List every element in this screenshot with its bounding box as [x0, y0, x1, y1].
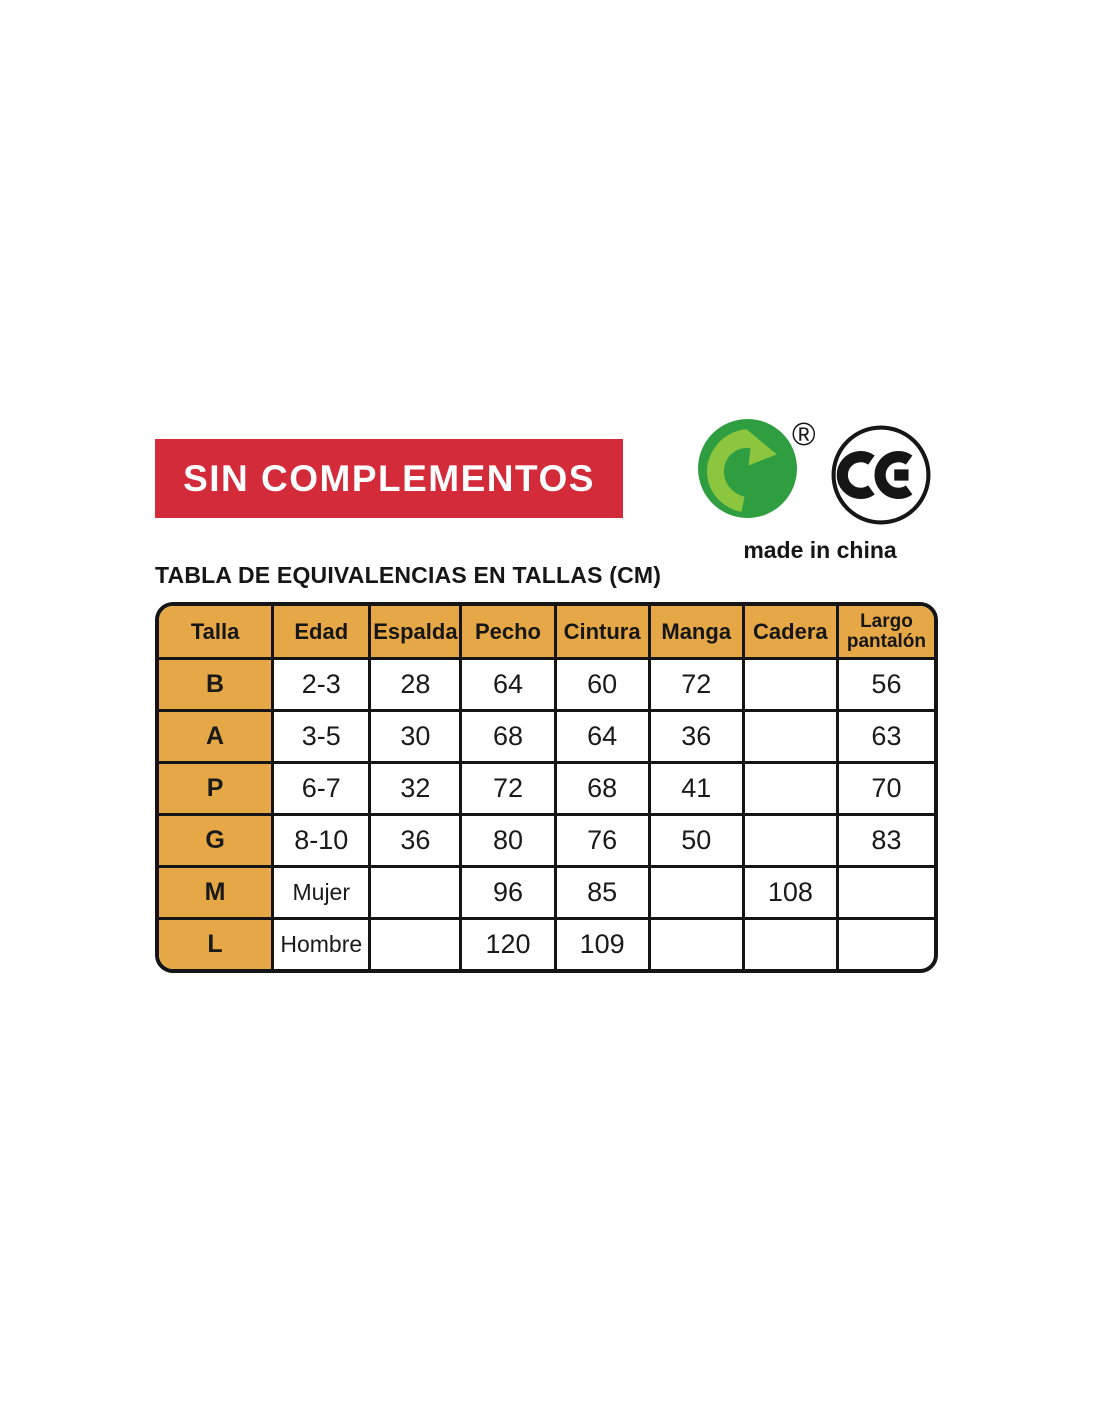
ce-mark-icon — [831, 425, 931, 525]
table-cell: 63 — [835, 709, 934, 764]
size-table-grid: Talla Edad Espalda Pecho Cintura Manga Cadera L… — [159, 606, 934, 969]
size-table-head-row: Talla Edad Espalda Pecho Cintura Manga Cadera L… — [159, 606, 934, 660]
column-header: Pecho — [459, 606, 557, 660]
table-cell: 76 — [553, 813, 651, 868]
table-cell — [741, 709, 839, 764]
column-header: Cintura — [553, 606, 651, 660]
table-cell: 108 — [741, 865, 839, 920]
table-row: P 6-7 32 72 68 41 70 — [159, 761, 934, 816]
table-cell: 3-5 — [271, 709, 372, 764]
table-row: L Hombre 120 109 — [159, 917, 934, 969]
table-cell: 68 — [553, 761, 651, 816]
row-size-label: B — [159, 657, 275, 712]
size-table: Talla Edad Espalda Pecho Cintura Manga Cadera L… — [155, 602, 938, 973]
banner-text: SIN COMPLEMENTOS — [183, 457, 595, 499]
table-cell — [741, 813, 839, 868]
table-cell — [368, 917, 463, 969]
table-row: A 3-5 30 68 64 36 63 — [159, 709, 934, 764]
table-cell: 64 — [553, 709, 651, 764]
table-row: B 2-3 28 64 60 72 56 — [159, 657, 934, 712]
table-cell: 72 — [647, 657, 745, 712]
table-cell: 6-7 — [271, 761, 372, 816]
table-cell: 109 — [553, 917, 651, 969]
row-size-label: A — [159, 709, 275, 764]
row-size-label: L — [159, 917, 275, 969]
table-cell: 120 — [459, 917, 557, 969]
ce-circle — [831, 425, 931, 525]
column-header: Manga — [647, 606, 745, 660]
table-cell: 41 — [647, 761, 745, 816]
row-size-label: P — [159, 761, 275, 816]
table-cell — [647, 865, 745, 920]
row-size-label: G — [159, 813, 275, 868]
column-header: Talla — [159, 606, 275, 660]
registered-trademark-icon: ® — [792, 416, 816, 452]
table-cell: 28 — [368, 657, 463, 712]
table-cell: 32 — [368, 761, 463, 816]
table-cell: 36 — [368, 813, 463, 868]
column-header: Edad — [271, 606, 372, 660]
table-cell: 70 — [835, 761, 934, 816]
table-cell: 2-3 — [271, 657, 372, 712]
table-cell: 96 — [459, 865, 557, 920]
green-dot-arrow — [707, 429, 777, 512]
table-cell: 36 — [647, 709, 745, 764]
table-cell: Hombre — [271, 917, 372, 969]
table-cell — [368, 865, 463, 920]
green-dot-icon — [698, 419, 797, 518]
table-cell: 60 — [553, 657, 651, 712]
table-cell: 83 — [835, 813, 934, 868]
table-cell: 64 — [459, 657, 557, 712]
table-cell: 50 — [647, 813, 745, 868]
table-cell: 85 — [553, 865, 651, 920]
table-row: M Mujer 96 85 108 — [159, 865, 934, 920]
row-size-label: M — [159, 865, 275, 920]
table-cell: 56 — [835, 657, 934, 712]
table-cell: 30 — [368, 709, 463, 764]
size-table-title: TABLA DE EQUIVALENCIAS EN TALLAS (CM) — [155, 562, 662, 588]
table-cell — [741, 761, 839, 816]
made-in-china-label: made in china — [743, 537, 897, 563]
table-cell — [835, 917, 934, 969]
column-header: Espalda — [368, 606, 463, 660]
table-cell — [741, 917, 839, 969]
table-cell — [835, 865, 934, 920]
table-cell — [647, 917, 745, 969]
size-table-body: B 2-3 28 64 60 72 56 A 3-5 30 68 64 36 63 P 6-7 32 72 68 41… — [159, 657, 934, 969]
table-cell: 72 — [459, 761, 557, 816]
column-header: Largo pantalón — [835, 606, 934, 660]
table-cell: 80 — [459, 813, 557, 868]
table-cell: 68 — [459, 709, 557, 764]
ce-letter-e-arc — [874, 451, 913, 499]
table-row: G 8-10 36 80 76 50 83 — [159, 813, 934, 868]
table-cell: Mujer — [271, 865, 372, 920]
column-header: Cadera — [741, 606, 839, 660]
table-cell: 8-10 — [271, 813, 372, 868]
banner: SIN COMPLEMENTOS — [155, 439, 623, 518]
table-cell — [741, 657, 839, 712]
ce-letter-c — [836, 451, 875, 499]
